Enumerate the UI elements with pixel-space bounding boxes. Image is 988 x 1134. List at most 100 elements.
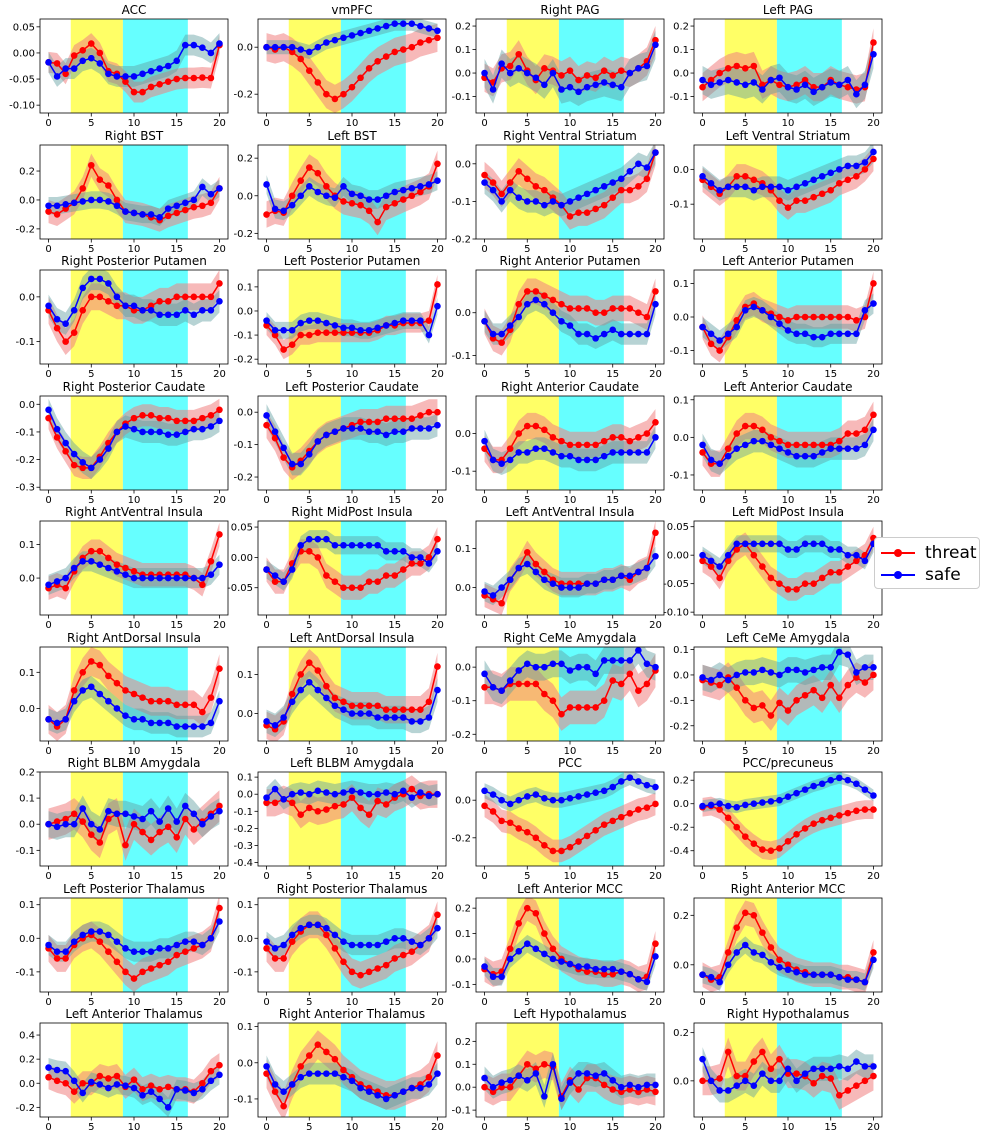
x-tick-label: 20 <box>431 244 444 255</box>
safe-data-point <box>263 938 270 945</box>
threat-data-point <box>305 331 313 339</box>
x-tick-label: 20 <box>649 871 662 882</box>
safe-data-point <box>801 1070 809 1077</box>
x-tick-label: 20 <box>213 369 226 380</box>
safe-data-point <box>53 719 61 727</box>
safe-data-point <box>147 948 155 956</box>
threat-data-point <box>541 930 548 937</box>
safe-data-point <box>523 449 531 456</box>
safe-data-point <box>592 1072 599 1080</box>
safe-data-point <box>199 1085 206 1093</box>
subplot-data <box>263 527 441 600</box>
threat-data-point <box>399 706 407 713</box>
safe-data-point <box>652 552 659 560</box>
safe-data-point <box>741 801 749 809</box>
threat-data-point <box>263 421 270 429</box>
threat-data-point <box>776 956 783 964</box>
x-tick-label: 0 <box>481 1122 487 1133</box>
safe-data-point <box>810 971 817 978</box>
safe-data-point <box>844 776 852 784</box>
safe-data-point <box>541 445 548 452</box>
x-tick-label: 20 <box>213 620 226 631</box>
threat-data-point <box>53 324 61 332</box>
safe-data-point <box>532 568 540 576</box>
subplot-title: Left Posterior Putamen <box>284 254 421 268</box>
threat-data-point <box>870 671 877 679</box>
threat-data-point <box>532 560 540 568</box>
safe-data-point <box>417 317 424 324</box>
safe-data-point <box>340 425 347 432</box>
safe-data-point <box>280 207 287 215</box>
y-tick-label: 0.0 <box>19 820 35 831</box>
y-tick-label: 0.1 <box>19 900 35 911</box>
safe-data-point <box>323 535 330 543</box>
threat-data-point <box>643 430 651 437</box>
safe-data-point <box>417 1084 424 1092</box>
threat-data-point <box>391 955 399 962</box>
threat-data-point <box>340 584 347 592</box>
safe-data-point <box>417 425 424 432</box>
safe-data-point <box>643 564 651 572</box>
safe-data-point <box>79 687 87 694</box>
threat-data-point <box>801 197 809 205</box>
safe-data-point <box>853 1058 860 1065</box>
threat-data-point <box>532 834 540 842</box>
safe-data-point <box>835 973 843 981</box>
safe-data-point <box>164 311 172 319</box>
safe-data-point <box>156 428 163 436</box>
threat-data-point <box>515 50 523 58</box>
safe-confidence-band <box>48 675 220 738</box>
safe-data-point <box>331 194 339 201</box>
safe-data-point <box>699 76 706 84</box>
safe-data-point <box>408 794 416 801</box>
safe-data-point <box>844 330 852 338</box>
safe-data-point <box>652 953 659 960</box>
safe-data-point <box>707 179 715 187</box>
x-tick-label: 20 <box>213 871 226 882</box>
safe-data-point <box>190 41 198 49</box>
safe-confidence-band <box>266 297 438 344</box>
threat-data-point <box>417 412 424 419</box>
safe-data-point <box>784 83 792 91</box>
safe-data-point <box>810 88 817 96</box>
threat-data-point <box>481 1083 488 1091</box>
safe-data-point <box>408 20 416 28</box>
safe-data-point <box>827 79 835 86</box>
threat-data-point <box>617 67 625 74</box>
y-tick-label: 0.0 <box>455 429 471 440</box>
x-tick-label: 5 <box>524 244 530 255</box>
x-tick-label: 20 <box>649 746 662 757</box>
x-tick-label: 5 <box>742 244 748 255</box>
safe-data-point <box>147 306 155 314</box>
threat-data-point <box>357 971 364 979</box>
y-tick-label: 0.0 <box>19 400 35 411</box>
threat-data-point <box>810 83 817 91</box>
safe-data-point <box>297 541 305 549</box>
threat-data-point <box>498 599 505 607</box>
threat-data-point <box>827 681 835 689</box>
safe-data-point <box>827 546 835 553</box>
safe-data-point <box>643 978 651 986</box>
threat-data-point <box>733 317 741 324</box>
safe-data-point <box>391 188 399 196</box>
safe-data-point <box>87 464 95 472</box>
threat-data-point <box>331 1055 339 1063</box>
safe-data-point <box>716 337 723 344</box>
safe-data-point <box>139 716 146 723</box>
threat-data-point <box>331 95 339 103</box>
safe-data-point <box>391 790 399 798</box>
safe-data-point <box>199 574 206 582</box>
subplot-data <box>481 1050 659 1111</box>
safe-data-point <box>391 714 399 721</box>
threat-confidence-band <box>702 796 874 861</box>
safe-data-point <box>340 541 347 549</box>
safe-data-point <box>481 588 488 595</box>
y-tick-label: 0.00 <box>231 553 253 564</box>
safe-data-point <box>784 666 792 674</box>
threat-data-point <box>853 317 860 324</box>
safe-data-point <box>741 540 749 548</box>
subplot-title: Right MidPost Insula <box>291 505 412 519</box>
threat-data-point <box>340 801 347 808</box>
threat-data-point <box>541 1060 548 1068</box>
